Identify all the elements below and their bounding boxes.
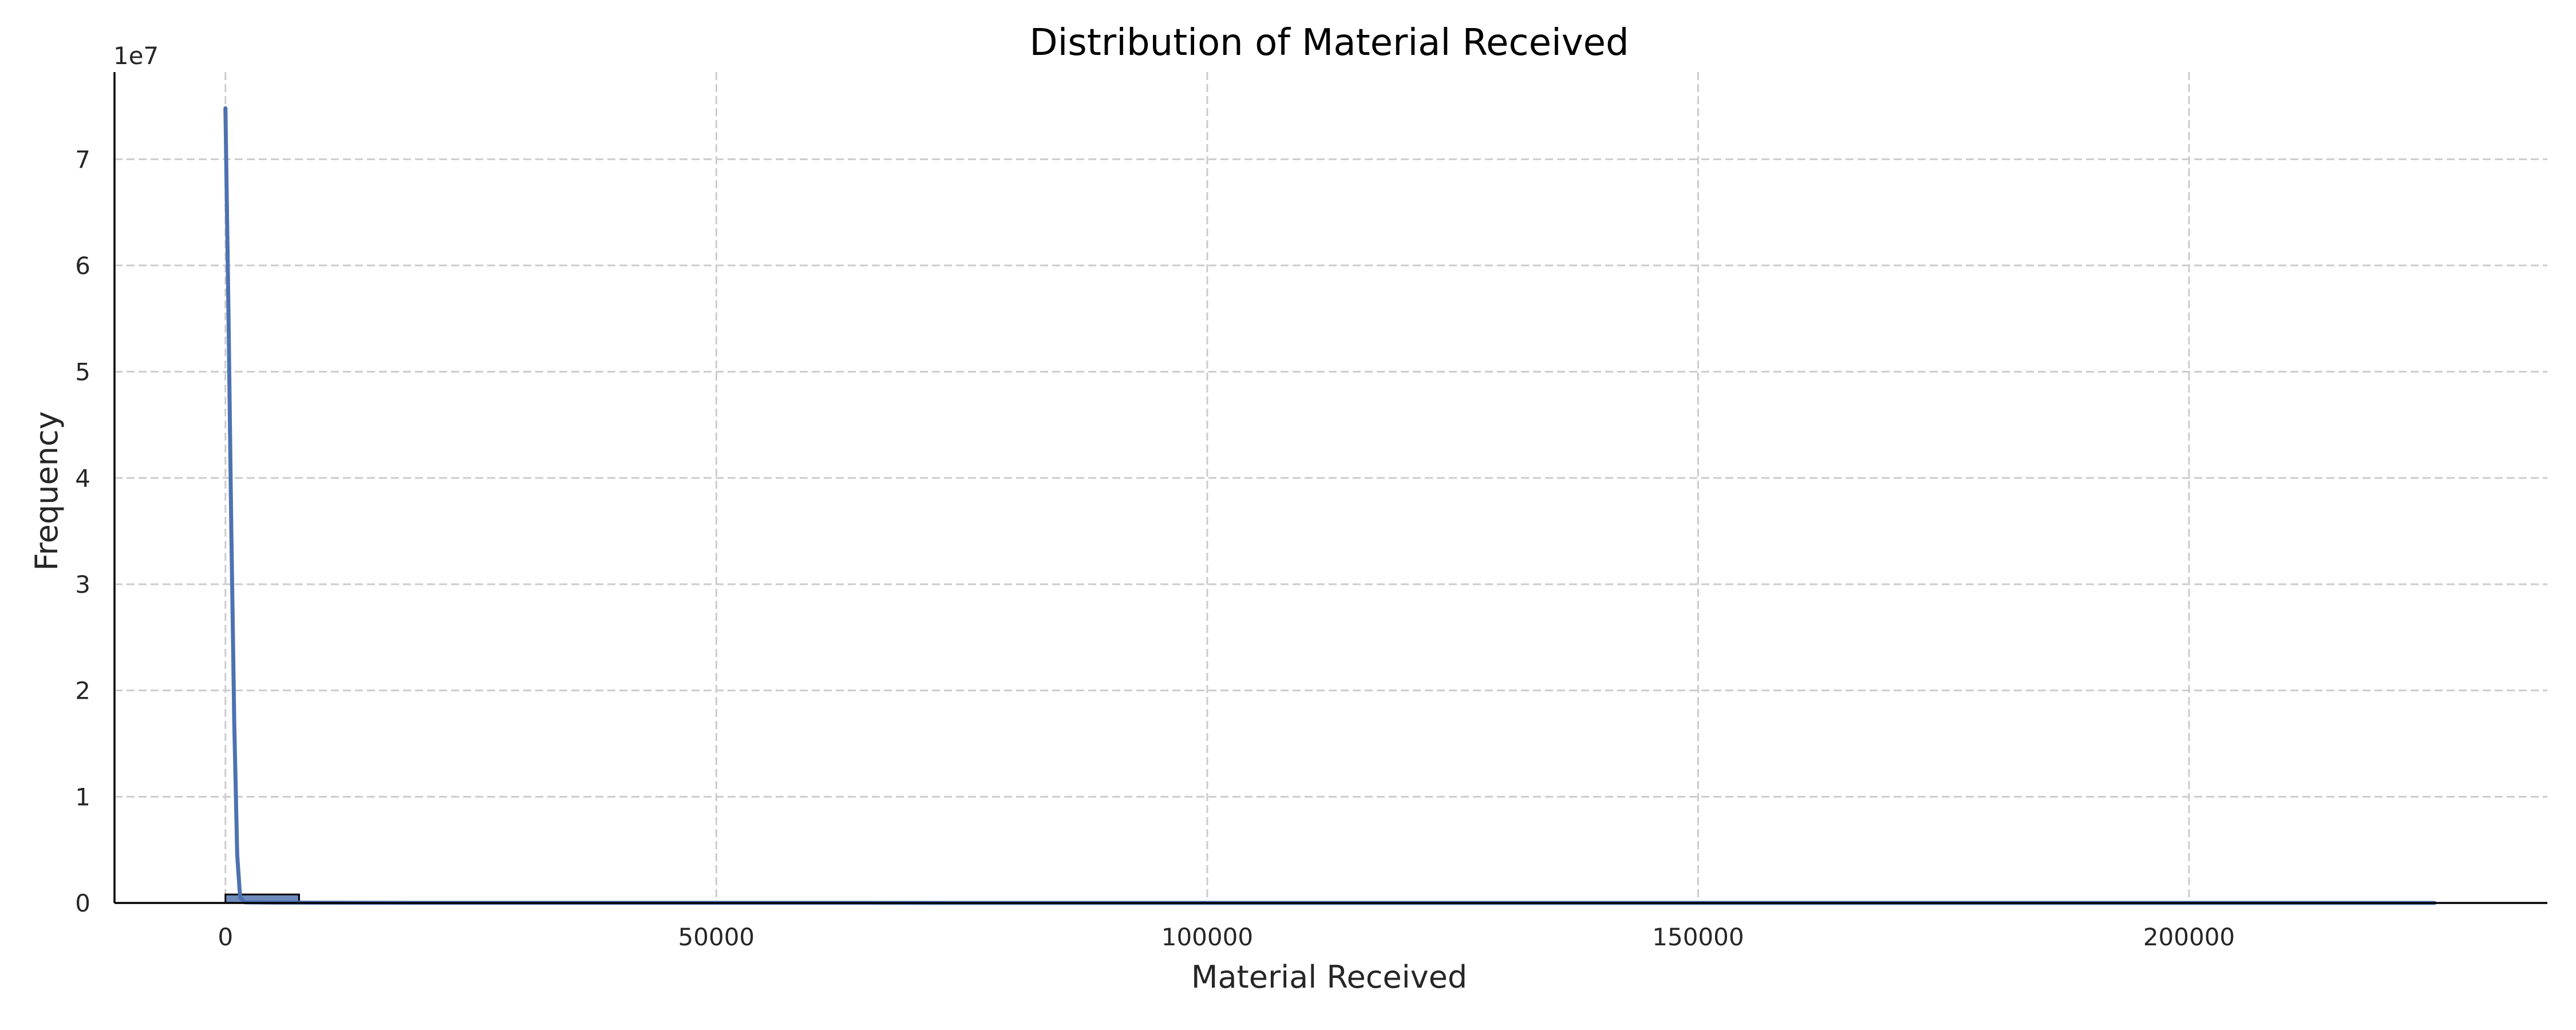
kde-curve-group <box>223 106 2437 905</box>
y-tick-label: 5 <box>75 358 90 386</box>
y-tick-label: 1 <box>75 783 90 811</box>
y-tick-label: 3 <box>75 571 90 599</box>
x-tick-label: 0 <box>218 923 233 951</box>
axes <box>113 72 2547 904</box>
x-tick-label: 100000 <box>1161 923 1253 951</box>
y-tick-label: 2 <box>75 677 90 705</box>
y-tick-label: 4 <box>75 464 90 492</box>
y-offset-text: 1e7 <box>113 42 159 70</box>
y-axis-label: Frequency <box>29 411 65 571</box>
y-tick-label: 0 <box>75 889 90 917</box>
y-tick-label: 6 <box>75 252 90 280</box>
tick-labels: 0 50000 100000 150000 200000 0 1 2 3 4 5 6 7 <box>75 145 2235 951</box>
kde-curve <box>223 106 2437 905</box>
grid-lines <box>114 72 2547 903</box>
x-tick-label: 150000 <box>1652 923 1744 951</box>
y-tick-label: 7 <box>75 145 90 173</box>
x-axis-label: Material Received <box>1191 959 1467 995</box>
chart-title: Distribution of Material Received <box>1029 22 1629 64</box>
x-tick-label: 200000 <box>2143 923 2235 951</box>
x-tick-label: 50000 <box>678 923 755 951</box>
